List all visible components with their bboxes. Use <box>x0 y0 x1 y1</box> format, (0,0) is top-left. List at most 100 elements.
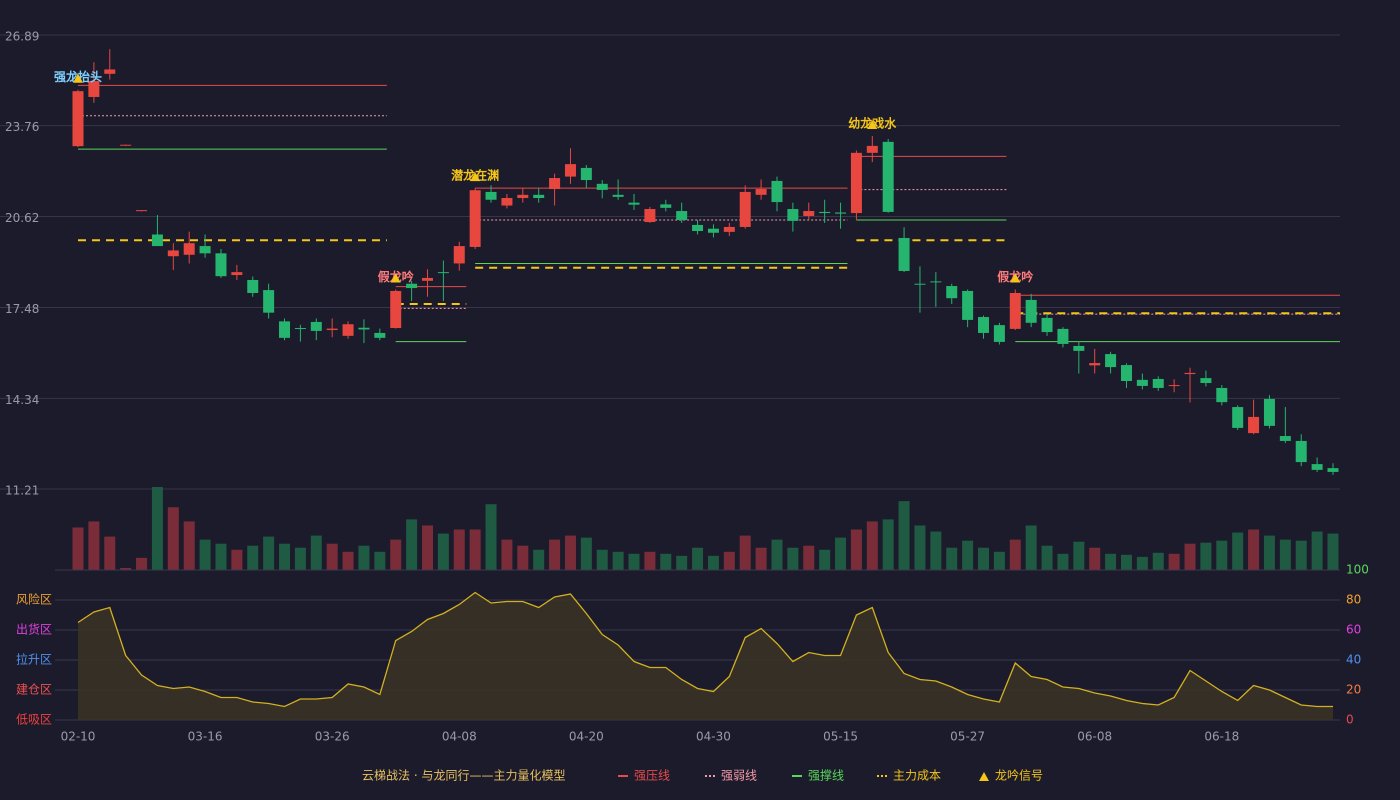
candle-body <box>279 321 291 338</box>
volume-bar <box>1168 553 1180 570</box>
candle-body <box>850 152 862 214</box>
candle-body <box>1216 387 1228 403</box>
volume-bar <box>342 551 354 570</box>
candle-body <box>310 321 322 331</box>
volume-bar <box>930 531 942 570</box>
candle-body <box>151 234 163 247</box>
volume-bar <box>279 543 291 570</box>
candle-body <box>469 190 481 247</box>
candle-body <box>72 91 84 147</box>
candle-body <box>421 277 433 281</box>
candle-body <box>1136 379 1148 386</box>
candle-body <box>342 324 354 336</box>
volume-bar <box>771 539 783 570</box>
candle-body <box>978 317 990 333</box>
candle-body <box>914 283 926 285</box>
y-tick-label: 23.76 <box>5 120 39 134</box>
candle-body <box>1279 436 1291 441</box>
indicator-tick-label: 100 <box>1346 563 1369 577</box>
volume-bar <box>1152 552 1164 570</box>
volume-bar <box>1200 542 1212 570</box>
candle-body <box>1200 378 1212 384</box>
volume-bar <box>501 539 513 570</box>
volume-bar <box>1041 545 1053 570</box>
candle-body <box>660 204 672 208</box>
candle-body <box>406 283 418 289</box>
candle-body <box>326 328 338 331</box>
volume-bar <box>962 540 974 570</box>
indicator-tick-label: 0 <box>1346 713 1354 727</box>
candle-body <box>88 81 100 97</box>
candle-body <box>707 228 719 233</box>
volume-bar <box>517 545 529 570</box>
candle-body <box>390 290 402 329</box>
candle-body <box>1311 464 1323 470</box>
x-tick-label: 06-08 <box>1077 730 1112 744</box>
volume-bar <box>835 537 847 570</box>
candle-body <box>215 253 227 277</box>
candle-body <box>596 183 608 190</box>
candle-body <box>485 191 497 200</box>
volume-bar <box>1279 539 1291 570</box>
volume-bar <box>1248 529 1260 570</box>
candle-body <box>819 211 831 214</box>
signal-marker <box>470 172 481 182</box>
candle-body <box>167 250 179 257</box>
zone-label: 出货区 <box>16 622 52 637</box>
candle-body <box>501 198 513 206</box>
volume-bar <box>199 539 211 570</box>
signal-marker <box>1010 273 1021 283</box>
candle-body <box>835 212 847 214</box>
zone-label: 低吸区 <box>16 713 52 727</box>
candle-body <box>263 290 275 313</box>
volume-bar <box>914 525 926 570</box>
x-tick-label: 03-26 <box>315 730 350 744</box>
volume-bar <box>803 545 815 570</box>
volume-bar <box>978 547 990 570</box>
candle-body <box>1120 365 1132 382</box>
x-tick-label: 04-30 <box>696 730 731 744</box>
volume-bar <box>946 547 958 570</box>
candle-body <box>1295 440 1307 463</box>
candle-body <box>1184 372 1196 375</box>
candle-body <box>803 211 815 216</box>
candle-body <box>946 286 958 299</box>
volume-bar <box>183 521 195 570</box>
volume-bar <box>1105 553 1117 570</box>
candle-body <box>628 202 640 205</box>
signal-marker <box>390 273 401 283</box>
volume-bar <box>1232 532 1244 570</box>
candle-body <box>1152 378 1164 388</box>
candle-body <box>199 246 211 254</box>
volume-bar <box>819 549 831 570</box>
candle-body <box>1263 398 1275 426</box>
volume-bar <box>310 535 322 570</box>
volume-bar <box>374 551 386 570</box>
indicator-tick-label: 20 <box>1346 683 1361 697</box>
volume-bar <box>739 535 751 570</box>
volume-bar <box>453 529 465 570</box>
zone-label: 建仓区 <box>16 683 52 697</box>
volume-bar <box>1073 541 1085 570</box>
candle-body <box>1232 407 1244 428</box>
volume-bar <box>215 543 227 570</box>
volume-bar <box>88 521 100 570</box>
candle-body <box>1073 345 1085 351</box>
signal-marker <box>867 120 878 130</box>
volume-bar <box>469 529 481 570</box>
volume-bar <box>358 545 370 570</box>
x-tick-label: 04-20 <box>569 730 604 744</box>
indicator-tick-label: 80 <box>1346 593 1361 607</box>
candle-body <box>612 194 624 197</box>
candle-body <box>533 194 545 199</box>
volume-bar <box>628 553 640 570</box>
indicator-tick-label: 40 <box>1346 653 1361 667</box>
candle-body <box>930 281 942 283</box>
candle-body <box>104 69 116 74</box>
x-tick-label: 03-16 <box>188 730 223 744</box>
candle-body <box>723 226 735 232</box>
candle-body <box>882 141 894 212</box>
candle-body <box>1025 299 1037 323</box>
x-tick-label: 05-27 <box>950 730 985 744</box>
x-tick-label: 02-10 <box>61 730 96 744</box>
